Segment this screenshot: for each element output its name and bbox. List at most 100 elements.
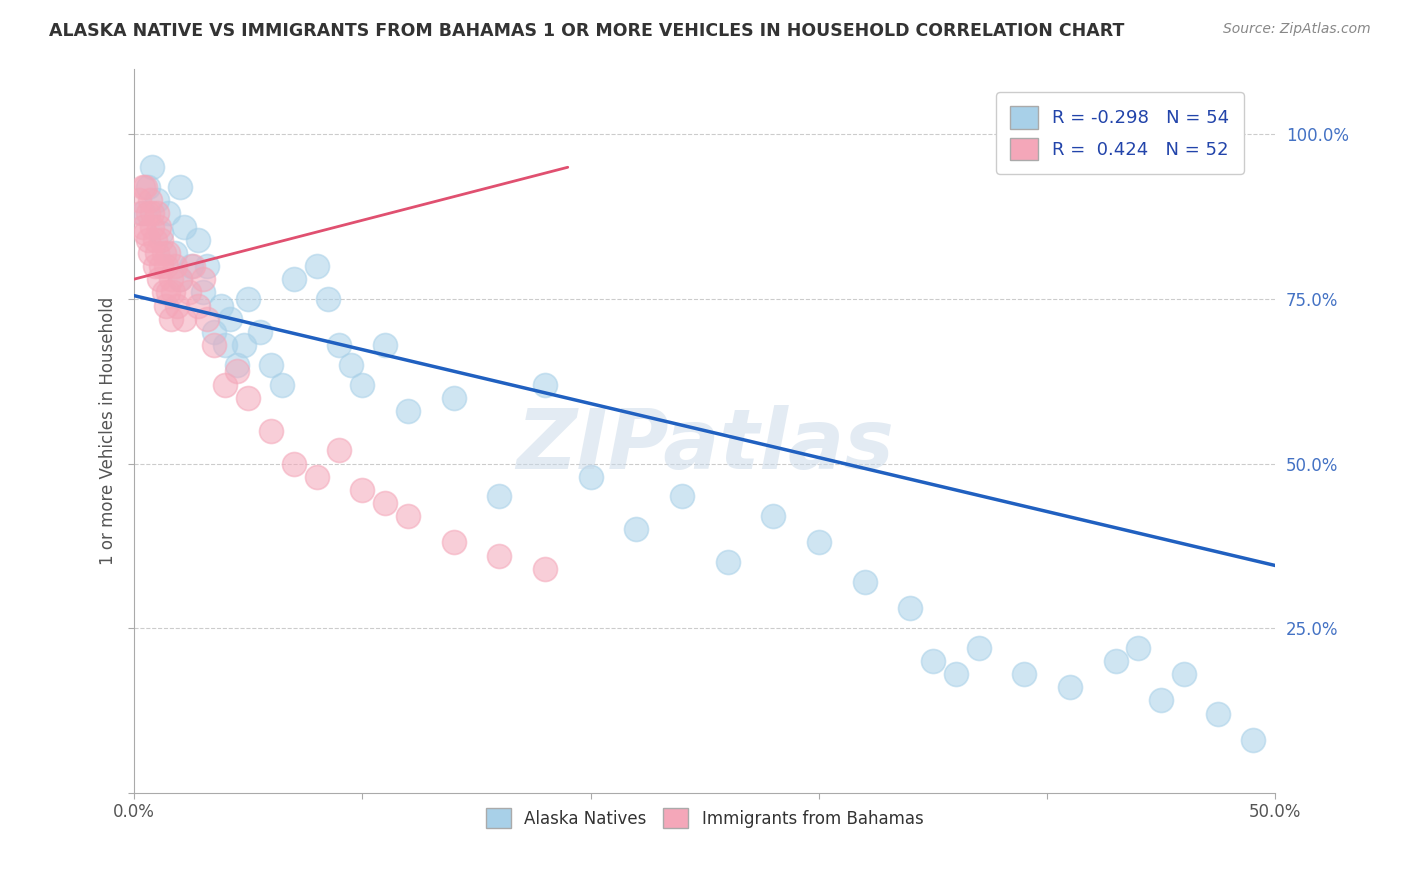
Point <box>157 285 180 300</box>
Point <box>173 311 195 326</box>
Point <box>136 233 159 247</box>
Point <box>283 272 305 286</box>
Point <box>209 298 232 312</box>
Point <box>340 358 363 372</box>
Point <box>139 245 162 260</box>
Point <box>283 457 305 471</box>
Point <box>177 285 200 300</box>
Point <box>157 206 180 220</box>
Point <box>219 311 242 326</box>
Point <box>195 311 218 326</box>
Point <box>626 522 648 536</box>
Point <box>898 601 921 615</box>
Point <box>716 555 738 569</box>
Point <box>169 272 191 286</box>
Point <box>155 259 177 273</box>
Point <box>214 338 236 352</box>
Point <box>157 245 180 260</box>
Point <box>191 272 214 286</box>
Point <box>316 292 339 306</box>
Point <box>187 298 209 312</box>
Point <box>762 509 785 524</box>
Point <box>136 206 159 220</box>
Point <box>141 219 163 234</box>
Point <box>260 424 283 438</box>
Point <box>1059 681 1081 695</box>
Point <box>534 562 557 576</box>
Point <box>328 443 350 458</box>
Text: ALASKA NATIVE VS IMMIGRANTS FROM BAHAMAS 1 OR MORE VEHICLES IN HOUSEHOLD CORRELA: ALASKA NATIVE VS IMMIGRANTS FROM BAHAMAS… <box>49 22 1125 40</box>
Point <box>150 233 173 247</box>
Point <box>374 496 396 510</box>
Point <box>146 206 169 220</box>
Point <box>159 272 181 286</box>
Point <box>148 272 170 286</box>
Point <box>132 180 155 194</box>
Point <box>132 219 155 234</box>
Point <box>238 391 260 405</box>
Point <box>1208 706 1230 721</box>
Point <box>169 272 191 286</box>
Point <box>146 193 169 207</box>
Point <box>143 233 166 247</box>
Point <box>807 535 830 549</box>
Point <box>165 259 187 273</box>
Point <box>152 285 174 300</box>
Point <box>152 245 174 260</box>
Point <box>214 377 236 392</box>
Point <box>1014 667 1036 681</box>
Point <box>169 180 191 194</box>
Point <box>180 259 202 273</box>
Point <box>136 180 159 194</box>
Point <box>305 259 328 273</box>
Point <box>1150 693 1173 707</box>
Point <box>165 245 187 260</box>
Point <box>396 509 419 524</box>
Point <box>225 364 247 378</box>
Point <box>1241 733 1264 747</box>
Point <box>187 233 209 247</box>
Point <box>443 391 465 405</box>
Point <box>352 483 374 497</box>
Point <box>143 259 166 273</box>
Point <box>260 358 283 372</box>
Point <box>271 377 294 392</box>
Point <box>183 259 205 273</box>
Point <box>238 292 260 306</box>
Point <box>443 535 465 549</box>
Point <box>141 206 163 220</box>
Point <box>1173 667 1195 681</box>
Point <box>155 298 177 312</box>
Point <box>305 469 328 483</box>
Point <box>132 206 155 220</box>
Point <box>202 338 225 352</box>
Point <box>128 193 150 207</box>
Point <box>195 259 218 273</box>
Point <box>352 377 374 392</box>
Point <box>967 640 990 655</box>
Point <box>249 325 271 339</box>
Point <box>159 311 181 326</box>
Point <box>534 377 557 392</box>
Legend: Alaska Natives, Immigrants from Bahamas: Alaska Natives, Immigrants from Bahamas <box>479 801 931 835</box>
Point <box>328 338 350 352</box>
Point <box>139 193 162 207</box>
Point <box>141 161 163 175</box>
Point <box>853 574 876 589</box>
Point <box>488 549 510 563</box>
Point <box>232 338 254 352</box>
Point <box>579 469 602 483</box>
Text: Source: ZipAtlas.com: Source: ZipAtlas.com <box>1223 22 1371 37</box>
Point <box>162 285 184 300</box>
Point <box>225 358 247 372</box>
Text: ZIPatlas: ZIPatlas <box>516 405 894 485</box>
Point <box>173 219 195 234</box>
Point <box>191 285 214 300</box>
Point <box>148 219 170 234</box>
Point <box>945 667 967 681</box>
Point <box>1128 640 1150 655</box>
Y-axis label: 1 or more Vehicles in Household: 1 or more Vehicles in Household <box>100 296 117 565</box>
Point <box>1104 654 1126 668</box>
Point <box>374 338 396 352</box>
Point <box>488 490 510 504</box>
